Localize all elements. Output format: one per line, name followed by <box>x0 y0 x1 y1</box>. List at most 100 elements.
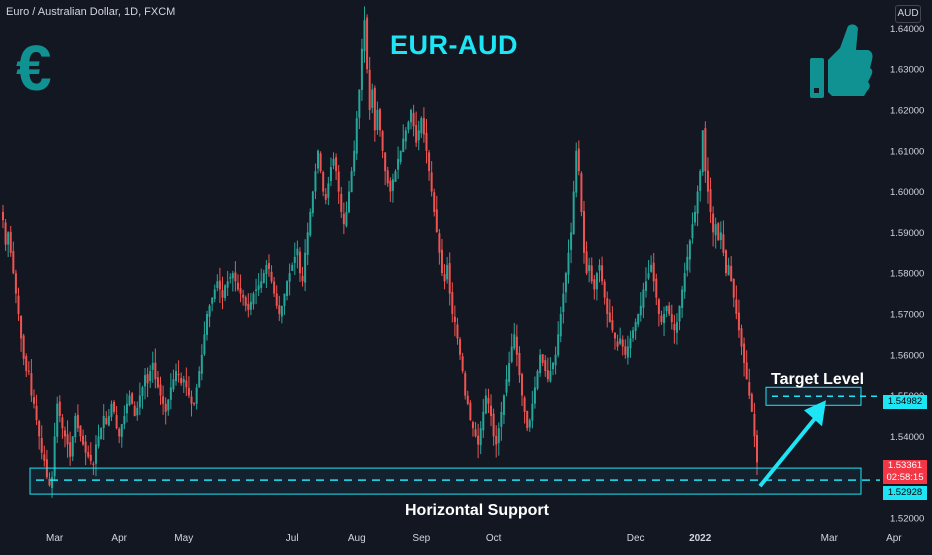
candle <box>291 262 294 271</box>
candle-body <box>611 320 614 331</box>
candle-body <box>681 289 684 309</box>
candle-body <box>717 223 720 241</box>
candle <box>311 190 314 217</box>
candle-body <box>482 411 485 431</box>
candle-body <box>342 213 345 225</box>
candle-body <box>187 388 190 396</box>
candle <box>172 369 175 392</box>
time-tick-label: Dec <box>627 533 645 544</box>
candle <box>430 161 433 197</box>
candle-body <box>280 305 283 317</box>
support-zone-box[interactable] <box>29 467 862 495</box>
price-tick-label: 1.61000 <box>890 146 924 157</box>
candle-body <box>221 290 224 298</box>
candle <box>234 261 237 292</box>
candle-body <box>461 356 464 372</box>
candle <box>267 254 270 277</box>
candle-body <box>244 297 247 306</box>
candle <box>412 104 415 137</box>
candle-body <box>528 420 531 428</box>
candle-body <box>647 273 650 279</box>
candle-body <box>675 322 678 333</box>
candle <box>435 195 438 233</box>
candle-body <box>699 171 702 191</box>
candle <box>588 257 591 283</box>
candle <box>314 163 317 200</box>
candle-body <box>523 397 526 412</box>
candle <box>533 376 536 409</box>
price-tick-label: 1.52000 <box>890 513 924 524</box>
candle <box>559 306 562 343</box>
candle-body <box>286 281 289 297</box>
candle <box>601 256 604 285</box>
candle-body <box>652 262 655 282</box>
candle-body <box>128 395 131 406</box>
candle-body <box>156 377 159 388</box>
candle <box>319 151 322 174</box>
candle <box>668 301 671 317</box>
candle-body <box>422 118 425 135</box>
candle-body <box>12 251 15 274</box>
candle-body <box>226 281 229 288</box>
candle <box>727 257 730 276</box>
candle <box>391 173 394 203</box>
candle <box>665 305 668 318</box>
candle-body <box>678 305 681 322</box>
candle-body <box>706 170 709 192</box>
candle-body <box>66 434 69 445</box>
candle <box>358 89 361 130</box>
candle <box>699 169 702 202</box>
candle-body <box>665 305 668 312</box>
candle-body <box>425 132 428 151</box>
candle <box>428 149 431 181</box>
candle <box>670 304 673 330</box>
candle-body <box>94 444 97 464</box>
candle-body <box>247 303 250 310</box>
candle-body <box>322 172 325 192</box>
candle <box>71 436 74 462</box>
candle <box>655 273 658 306</box>
candle-body <box>696 191 699 214</box>
projection-arrow-shaft[interactable] <box>758 411 822 488</box>
candle-body <box>198 371 201 388</box>
candle <box>521 372 524 407</box>
candle <box>735 285 738 320</box>
candle <box>371 83 374 114</box>
candle <box>278 295 281 321</box>
candle <box>482 398 485 438</box>
candle <box>433 188 436 217</box>
candle <box>25 353 28 378</box>
candle <box>464 370 467 400</box>
candle <box>644 267 647 298</box>
candle <box>324 188 327 205</box>
candle-body <box>500 411 503 427</box>
candle-body <box>691 224 694 239</box>
candle-body <box>53 436 56 477</box>
candle-body <box>360 48 363 90</box>
candle <box>373 85 376 142</box>
target-level-label: Target Level <box>771 371 865 388</box>
candle-body <box>224 285 227 299</box>
candle-body <box>368 69 371 110</box>
candle-body <box>417 130 420 141</box>
candle <box>704 121 707 183</box>
candle <box>415 111 418 147</box>
candle <box>221 276 224 310</box>
candle <box>531 390 534 429</box>
currency-badge[interactable]: AUD <box>895 5 921 23</box>
candle-body <box>564 273 567 293</box>
candle-body <box>379 109 381 131</box>
candle-body <box>353 150 356 172</box>
projection-arrow-head <box>804 400 826 427</box>
target-zone-box[interactable] <box>765 386 862 406</box>
candle-body <box>673 324 676 331</box>
candle <box>487 388 490 414</box>
candle <box>218 267 221 304</box>
candle-body <box>291 265 294 271</box>
candle <box>63 426 66 448</box>
candle <box>652 252 655 292</box>
candle-body <box>722 234 725 253</box>
candle-body <box>750 394 753 412</box>
